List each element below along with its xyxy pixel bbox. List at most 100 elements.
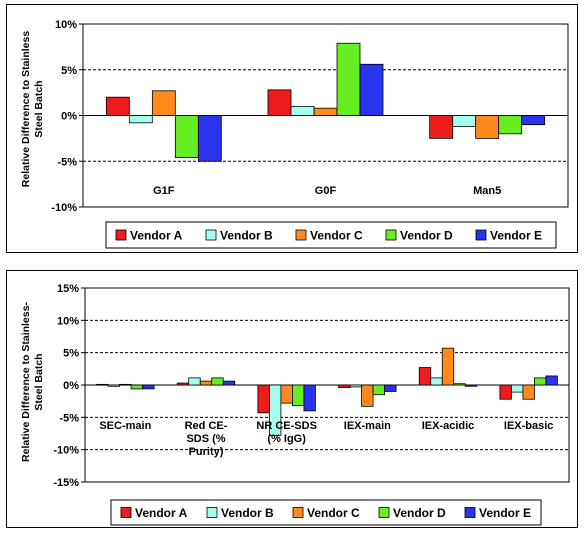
bar-vendor-a bbox=[105, 96, 130, 116]
bar-vendor-c bbox=[475, 115, 500, 139]
y-tick-label: -10% bbox=[51, 202, 77, 214]
bar-vendor-d bbox=[372, 384, 385, 396]
legend-swatch bbox=[115, 229, 127, 241]
legend-label: Vendor D bbox=[400, 229, 453, 243]
bar-vendor-b bbox=[269, 384, 282, 436]
category-label: Man5 bbox=[473, 185, 501, 197]
y-axis-label: Relative Difference to Stainless- Steel B… bbox=[20, 302, 45, 462]
bar-vendor-c bbox=[151, 90, 176, 116]
bar-vendor-a bbox=[499, 384, 512, 400]
legend-label: Vendor E bbox=[479, 506, 531, 520]
bar-vendor-a bbox=[267, 89, 292, 116]
bar-vendor-e bbox=[222, 380, 236, 386]
bar-vendor-b bbox=[128, 115, 153, 124]
legend-label: Vendor A bbox=[135, 506, 188, 520]
y-tick-label: 5% bbox=[63, 348, 79, 360]
category-label: G0F bbox=[315, 185, 337, 197]
legend-swatch bbox=[475, 229, 487, 241]
legend-label: Vendor B bbox=[221, 506, 274, 520]
bar-vendor-b bbox=[349, 384, 362, 388]
bar-vendor-d bbox=[211, 377, 224, 386]
category-label: IEX-acidic bbox=[422, 420, 475, 432]
bar-vendor-a bbox=[429, 115, 454, 139]
bar-vendor-d bbox=[130, 384, 143, 390]
legend-swatch bbox=[295, 229, 307, 241]
bar-vendor-e bbox=[521, 115, 546, 126]
y-axis-label-line: Steel Batch bbox=[33, 353, 45, 410]
bar-vendor-c bbox=[280, 384, 293, 404]
bar-vendor-e bbox=[197, 115, 222, 162]
chart-quality-attributes: -15% -10% -5% 0% 5% 10% 15% SEC-main Red CE-SDS … bbox=[20, 283, 570, 526]
legend-swatch bbox=[292, 507, 304, 518]
legend-label: Vendor D bbox=[393, 506, 446, 520]
bar-vendor-b bbox=[452, 115, 477, 127]
bar-vendor-c bbox=[199, 380, 213, 386]
bar-vendor-e bbox=[142, 384, 155, 390]
y-tick-label: -5% bbox=[59, 412, 79, 424]
y-axis-label-line: Steel Batch bbox=[33, 80, 45, 137]
bar-vendor-a bbox=[96, 383, 109, 386]
bar-vendor-a bbox=[176, 382, 190, 386]
bar-vendor-b bbox=[290, 105, 315, 116]
bar-vendor-a bbox=[418, 367, 432, 386]
y-tick-label: -15% bbox=[53, 477, 79, 489]
category-label: SDS (% bbox=[186, 433, 225, 445]
y-tick-label: 15% bbox=[57, 283, 79, 295]
top-chart-panel: -10% -5% 0% 5% 10% G1F G0F Man5 Relative Differe… bbox=[6, 4, 578, 253]
bar-vendor-d bbox=[336, 42, 361, 116]
bar-vendor-d bbox=[498, 115, 523, 135]
y-axis-label: Relative Difference to Stainless Steel Ba… bbox=[20, 31, 45, 188]
legend-label: Vendor C bbox=[307, 506, 360, 520]
y-tick-label: 0% bbox=[63, 380, 79, 392]
bar-vendor-b bbox=[511, 384, 524, 393]
bar-vendor-c bbox=[119, 383, 132, 386]
y-tick-label: 0% bbox=[61, 111, 77, 123]
bar-vendor-d bbox=[534, 377, 547, 386]
legend-swatch bbox=[206, 507, 218, 518]
category-label: IEX-basic bbox=[504, 420, 554, 432]
bar-vendor-a bbox=[257, 384, 270, 414]
bottom-chart-panel: -15% -10% -5% 0% 5% 10% 15% SEC-main Red CE- SDS … bbox=[6, 270, 578, 528]
bar-vendor-e bbox=[545, 375, 558, 386]
category-label: IEX-main bbox=[344, 420, 391, 432]
legend-swatch bbox=[378, 507, 390, 518]
bar-vendor-d bbox=[453, 383, 466, 386]
bar-vendor-e bbox=[359, 63, 384, 116]
y-tick-label: 5% bbox=[61, 65, 77, 77]
bar-vendor-b bbox=[188, 377, 201, 386]
legend-label: Vendor E bbox=[490, 229, 542, 243]
bar-vendor-c bbox=[361, 384, 374, 407]
legend-swatch bbox=[205, 229, 217, 241]
y-axis-label-line: Relative Difference to Stainless- bbox=[20, 302, 32, 462]
legend-swatch bbox=[385, 229, 397, 241]
legend-label: Vendor C bbox=[310, 229, 363, 243]
bar-vendor-e bbox=[384, 384, 397, 392]
legend-swatch bbox=[120, 507, 132, 518]
category-label: NR CE-SDS bbox=[256, 420, 317, 432]
legend-swatch bbox=[464, 507, 476, 518]
bar-vendor-c bbox=[441, 347, 455, 386]
y-tick-label: -5% bbox=[57, 156, 77, 168]
legend-label: Vendor A bbox=[130, 229, 183, 243]
legend-label: Vendor B bbox=[220, 229, 273, 243]
bar-vendor-e bbox=[464, 384, 478, 387]
category-label: G1F bbox=[153, 185, 175, 197]
category-label: SEC-main bbox=[99, 420, 151, 432]
chart-glycan: -10% -5% 0% 5% 10% G1F G0F Man5 Relative Differe… bbox=[20, 19, 569, 249]
category-label: (% IgG) bbox=[267, 433, 306, 445]
bar-vendor-c bbox=[522, 384, 535, 400]
bar-vendor-d bbox=[174, 115, 199, 158]
bar-vendor-b bbox=[107, 384, 120, 387]
y-tick-label: 10% bbox=[57, 315, 79, 327]
legend-box bbox=[110, 499, 542, 526]
bar-vendor-d bbox=[292, 384, 305, 407]
bar-vendor-b bbox=[430, 377, 443, 386]
y-axis-label-line: Relative Difference to Stainless bbox=[20, 31, 32, 188]
bar-vendor-e bbox=[303, 384, 316, 412]
bar-vendor-c bbox=[313, 107, 338, 116]
category-label: Purity) bbox=[189, 446, 224, 458]
y-tick-label: -10% bbox=[53, 445, 79, 457]
bar-vendor-a bbox=[338, 384, 351, 388]
y-tick-label: 10% bbox=[55, 19, 77, 31]
category-label: Red CE- bbox=[185, 420, 228, 432]
